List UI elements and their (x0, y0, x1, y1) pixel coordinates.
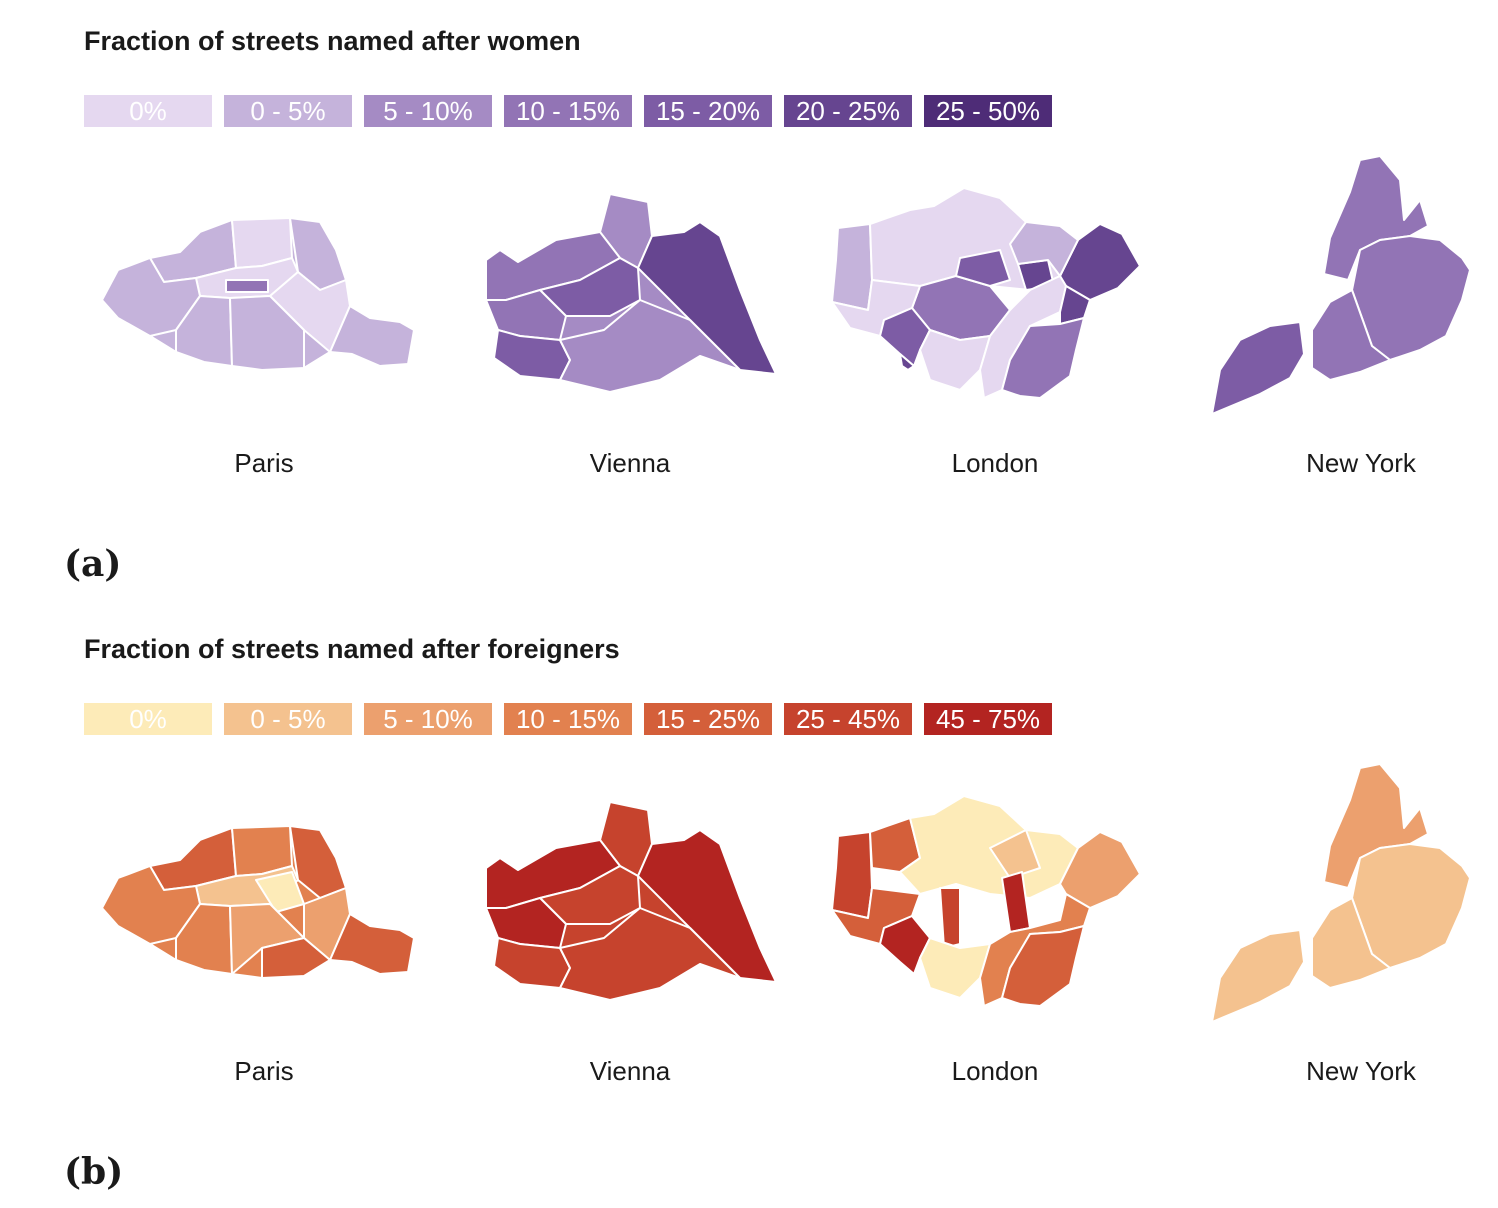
map-london (831, 187, 1141, 399)
legend-swatch: 5 - 10% (364, 703, 492, 735)
city-label-new-york: New York (1306, 448, 1416, 478)
map-paris (101, 825, 415, 979)
city-label-london: London (951, 448, 1039, 478)
legend-swatch: 25 - 45% (784, 703, 912, 735)
choropleth-maps (101, 763, 1471, 1023)
map-new-york (1211, 763, 1471, 1023)
panel-women: Fraction of streets named after women 0%… (0, 0, 1498, 600)
city-label-paris: Paris (234, 1056, 294, 1086)
legend-swatch: 10 - 15% (504, 703, 632, 735)
legend-swatch: 5 - 10% (364, 95, 492, 127)
panel-title: Fraction of streets named after foreigne… (84, 634, 620, 664)
legend-swatch: 0% (84, 703, 212, 735)
legend-swatch: 45 - 75% (924, 703, 1052, 735)
panel-label: (b) (64, 1151, 124, 1193)
city-label-new-york: New York (1306, 1056, 1416, 1086)
map-vienna (485, 801, 777, 1001)
panel-foreigners: Fraction of streets named after foreigne… (0, 608, 1498, 1208)
city-label-vienna: Vienna (589, 1056, 671, 1086)
map-london (831, 795, 1141, 1007)
legend-swatch: 15 - 25% (644, 703, 772, 735)
legend-swatch: 0 - 5% (224, 703, 352, 735)
city-label-vienna: Vienna (589, 448, 671, 478)
legend-swatch: 10 - 15% (504, 95, 632, 127)
map-paris (101, 217, 415, 371)
legend-swatch: 0% (84, 95, 212, 127)
legend-swatch: 20 - 25% (784, 95, 912, 127)
map-new-york (1211, 155, 1471, 415)
choropleth-maps (101, 155, 1471, 415)
city-label-paris: Paris (234, 448, 294, 478)
legend-swatch: 0 - 5% (224, 95, 352, 127)
panel-label: (a) (64, 543, 122, 585)
legend-swatch: 25 - 50% (924, 95, 1052, 127)
map-vienna (485, 193, 777, 393)
legend-swatch: 15 - 20% (644, 95, 772, 127)
city-label-london: London (951, 1056, 1039, 1086)
panel-title: Fraction of streets named after women (84, 26, 581, 56)
